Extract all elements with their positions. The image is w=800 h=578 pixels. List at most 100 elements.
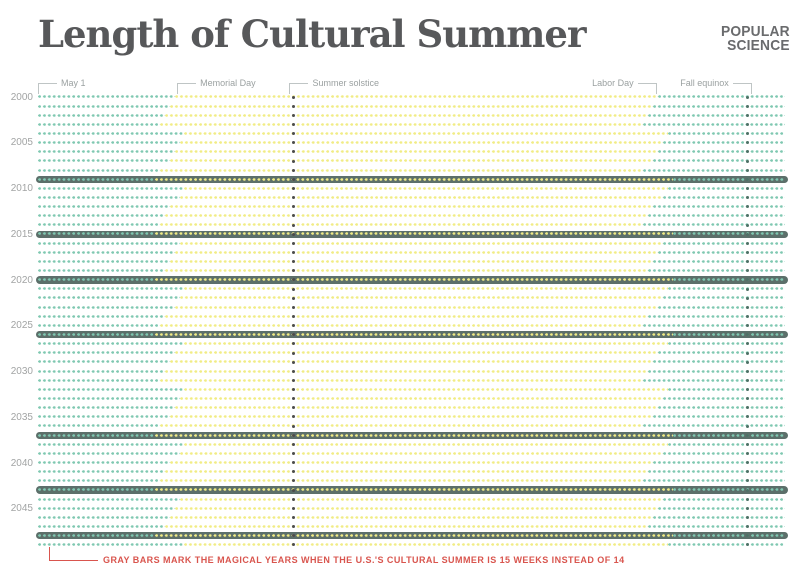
pre-summer-dots	[38, 250, 175, 255]
memorial-day-bracket-line	[177, 83, 197, 94]
pre-summer-dots	[38, 305, 175, 309]
year-row-2003	[38, 120, 785, 129]
summer-dots	[160, 168, 644, 172]
post-summer-dots	[662, 451, 785, 456]
year-label-2010: 2010	[10, 183, 33, 194]
summer-solstice-dot	[291, 369, 295, 373]
summer-solstice-dot	[291, 433, 295, 437]
summer-solstice-dot	[291, 506, 295, 510]
year-row-2014	[38, 220, 785, 229]
fall-equinox-dot	[745, 305, 749, 309]
pre-summer-dots	[38, 424, 161, 428]
summer-dots	[155, 433, 673, 437]
post-summer-dots	[643, 122, 785, 127]
summer-solstice-dot	[291, 479, 295, 483]
fall-equinox-dot	[745, 314, 749, 318]
post-summer-dots	[653, 259, 785, 264]
year-label-2020: 2020	[10, 274, 33, 286]
pre-summer-dots	[38, 141, 180, 145]
fall-equinox-dot	[745, 104, 749, 108]
annotation-labor-day: Labor Day	[592, 78, 634, 88]
pre-summer-dots	[38, 534, 156, 538]
year-row-2041	[38, 467, 785, 476]
fall-equinox-dot	[745, 159, 749, 163]
summer-dots	[169, 461, 654, 465]
post-summer-dots	[653, 159, 785, 163]
year-row-2021	[38, 284, 785, 293]
dot-segments	[38, 278, 785, 282]
dot-segments	[38, 378, 785, 383]
pre-summer-dots	[38, 497, 180, 501]
summer-dots	[184, 442, 668, 447]
year-label-2000: 2000	[10, 91, 33, 103]
post-summer-dots	[662, 497, 785, 501]
year-row-2005	[38, 138, 785, 147]
year-row-2026	[36, 330, 788, 339]
footnote-text: GRAY BARS MARK THE MAGICAL YEARS WHEN TH…	[103, 555, 625, 565]
summer-dots	[164, 369, 649, 373]
year-row-2027	[38, 339, 785, 348]
summer-solstice-dot	[291, 406, 295, 410]
summer-dots	[169, 360, 654, 364]
pre-summer-dots	[38, 387, 185, 392]
year-row-2022	[38, 294, 785, 303]
post-summer-dots	[667, 342, 785, 346]
year-label-2025: 2025	[10, 320, 33, 332]
dot-segments	[38, 223, 785, 227]
fall-equinox-dot	[745, 296, 749, 300]
summer-solstice-dot	[291, 397, 295, 401]
post-summer-dots	[648, 524, 785, 529]
year-row-2044	[38, 495, 785, 504]
pre-summer-dots	[38, 287, 185, 291]
post-summer-dots	[648, 369, 785, 373]
pre-summer-dots	[38, 342, 185, 346]
year-row-2001	[38, 102, 785, 111]
dot-segments	[38, 387, 785, 392]
post-summer-dots	[667, 131, 785, 136]
pre-summer-dots	[38, 195, 180, 200]
post-summer-dots	[653, 205, 785, 209]
dot-segments	[38, 488, 785, 492]
dot-segments	[38, 543, 785, 547]
fall-equinox-dot	[745, 177, 749, 181]
summer-solstice-dot	[291, 461, 295, 465]
annotation-fall-equinox: Fall equinox	[680, 78, 729, 88]
pre-summer-dots	[38, 470, 165, 474]
logo-line-1: POPULAR	[721, 23, 790, 40]
pre-summer-dots	[38, 433, 156, 437]
summer-dots	[179, 397, 663, 401]
year-row-2008	[38, 166, 785, 175]
post-summer-dots	[672, 488, 785, 492]
summer-dots	[155, 278, 673, 282]
dot-segments	[38, 470, 785, 474]
fall-equinox-dot	[745, 442, 749, 446]
footnote-bracket	[49, 547, 98, 561]
summer-solstice-dot	[291, 287, 295, 291]
summer-dots	[174, 95, 659, 99]
dot-segments	[38, 113, 785, 118]
fall-equinox-dot	[745, 351, 749, 355]
pre-summer-dots	[38, 150, 175, 154]
pre-summer-dots	[38, 543, 185, 547]
year-row-2035	[38, 412, 785, 421]
fall-equinox-dot	[745, 250, 749, 254]
year-row-2040	[38, 458, 785, 467]
summer-solstice-dot	[291, 159, 295, 163]
dot-segments	[38, 269, 785, 273]
dot-segments	[38, 250, 785, 255]
fall-equinox-dot	[745, 488, 749, 492]
dot-segments	[38, 515, 785, 520]
summer-solstice-dot	[291, 113, 295, 117]
summer-dots	[160, 122, 644, 127]
summer-dots	[174, 506, 659, 511]
summer-solstice-dot	[291, 415, 295, 419]
pre-summer-dots	[38, 488, 156, 492]
year-row-2024	[38, 312, 785, 321]
summer-solstice-dot	[291, 260, 295, 264]
post-summer-dots	[648, 269, 785, 273]
popular-science-logo: POPULAR SCIENCE	[721, 23, 790, 52]
year-row-2002	[38, 111, 785, 120]
fall-equinox-dot	[745, 378, 749, 382]
year-row-2007	[38, 156, 785, 165]
pre-summer-dots	[38, 323, 161, 328]
